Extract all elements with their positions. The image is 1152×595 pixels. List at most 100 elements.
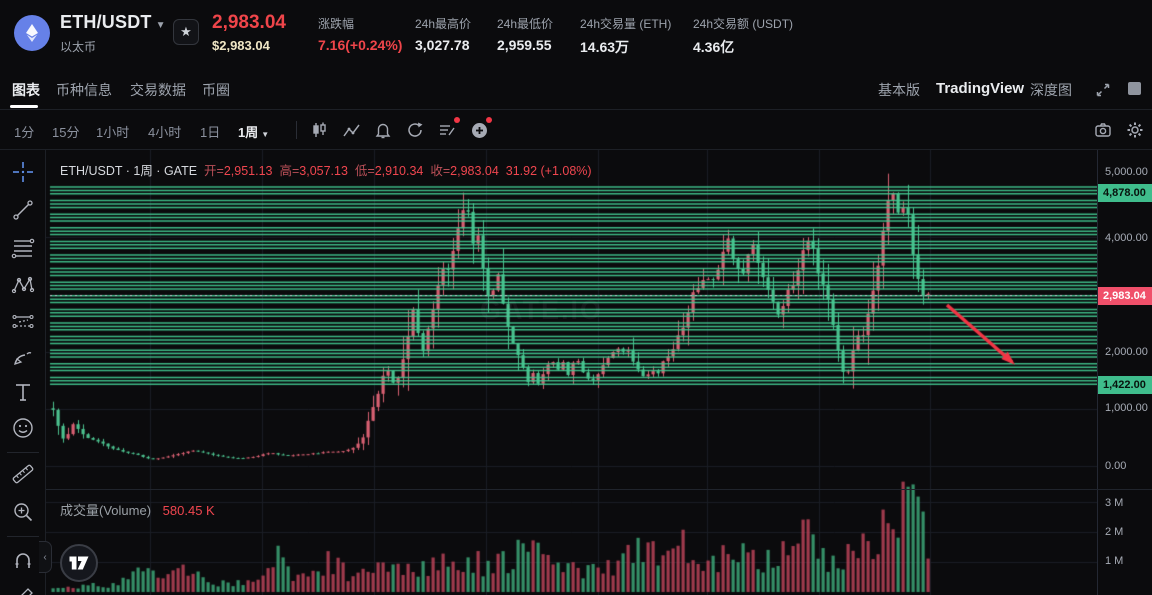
prediction-icon bbox=[12, 314, 34, 329]
volume-label: 成交量(Volume) bbox=[60, 503, 152, 518]
trendline-icon bbox=[13, 200, 33, 220]
prediction-tool[interactable] bbox=[11, 310, 35, 334]
refresh-icon bbox=[408, 122, 423, 137]
view-depth[interactable]: 深度图 bbox=[1030, 82, 1072, 98]
axis-tick-label: 2,000.00 bbox=[1105, 346, 1148, 358]
drawing-toolbar bbox=[0, 150, 46, 595]
pane-separator[interactable] bbox=[46, 489, 1152, 490]
legend-open: 2,951.13 bbox=[223, 164, 273, 178]
symbol-chinese-name: 以太币 bbox=[60, 40, 97, 54]
change-value: 7.16(+0.24%) bbox=[318, 37, 403, 53]
last-price-badge: 2,983.04 bbox=[1098, 287, 1152, 305]
tradingview-logo[interactable] bbox=[60, 544, 98, 582]
tf-1h[interactable]: 1小时 bbox=[96, 125, 130, 140]
tf-1m[interactable]: 1分 bbox=[14, 125, 35, 140]
stat-volume-value: 14.63万 bbox=[580, 39, 630, 55]
toolbar-separator bbox=[7, 536, 39, 537]
emoji-tool[interactable] bbox=[11, 416, 35, 440]
legend-change: 31.92 (+1.08%) bbox=[505, 164, 592, 178]
fib-retracement-tool[interactable] bbox=[11, 236, 35, 260]
page-tabs: 图表 币种信息 交易数据 币圈 基本版 TradingView 深度图 bbox=[0, 68, 1152, 110]
stat-turnover-value: 4.36亿 bbox=[693, 39, 735, 55]
snapshot-button[interactable] bbox=[1092, 119, 1114, 141]
indicators-icon bbox=[342, 124, 360, 136]
chevron-down-icon: ▼ bbox=[155, 20, 166, 31]
indicators-button[interactable] bbox=[340, 119, 362, 141]
tab-chart[interactable]: 图表 bbox=[12, 82, 40, 98]
notification-dot bbox=[486, 117, 492, 123]
price-chart-canvas[interactable] bbox=[46, 150, 1097, 595]
view-basic[interactable]: 基本版 bbox=[878, 82, 920, 98]
fullscreen-button[interactable] bbox=[1092, 79, 1114, 101]
ruler-icon bbox=[12, 464, 34, 484]
tab-trade-data[interactable]: 交易数据 bbox=[130, 82, 186, 98]
axis-tick-label: 4,000.00 bbox=[1105, 232, 1148, 244]
text-tool-icon bbox=[16, 384, 30, 401]
ohlc-legend: ETH/USDT · 1周 · GATE 开=2,951.13 高=3,057.… bbox=[60, 164, 592, 178]
gear-icon bbox=[1127, 122, 1143, 138]
view-tradingview[interactable]: TradingView bbox=[936, 80, 1025, 97]
market-header: ETH/USDT ▼ 以太币 ★ 2,983.04 $2,983.04 涨跌幅 7… bbox=[0, 0, 1152, 68]
stat-low-value: 2,959.55 bbox=[497, 37, 552, 53]
toolbar-separator bbox=[7, 452, 39, 453]
add-button[interactable] bbox=[468, 117, 492, 141]
favorite-star-button[interactable]: ★ bbox=[173, 19, 199, 45]
star-icon: ★ bbox=[180, 24, 192, 39]
toolbar-divider bbox=[296, 121, 297, 139]
tf-1d[interactable]: 1日 bbox=[200, 125, 221, 140]
bell-icon bbox=[375, 123, 391, 139]
brush-tool[interactable] bbox=[11, 346, 35, 370]
level-price-badge: 1,422.00 bbox=[1098, 376, 1152, 394]
stat-low-label: 24h最低价 bbox=[497, 17, 554, 31]
tab-coin-circle[interactable]: 币圈 bbox=[202, 82, 230, 98]
magnet-tool[interactable] bbox=[11, 548, 35, 572]
legend-title: ETH/USDT · 1周 · GATE bbox=[60, 164, 198, 178]
xabcd-pattern-tool[interactable] bbox=[11, 274, 35, 298]
text-tool[interactable] bbox=[11, 380, 35, 404]
tv-glyph-icon bbox=[69, 556, 89, 570]
stat-volume-label: 24h交易量 (ETH) bbox=[580, 17, 672, 31]
settings-button[interactable] bbox=[1124, 119, 1146, 141]
tf-4h[interactable]: 4小时 bbox=[148, 125, 182, 140]
axis-tick-label: 2 M bbox=[1105, 526, 1124, 538]
axis-tick-label: 3 M bbox=[1105, 497, 1124, 509]
smiley-icon bbox=[13, 418, 33, 438]
legend-high: 3,057.13 bbox=[299, 164, 348, 178]
tf-1w-active[interactable]: 1周 ▼ bbox=[238, 125, 270, 140]
edit-tool[interactable] bbox=[11, 586, 35, 595]
measure-tool[interactable] bbox=[11, 462, 35, 486]
trendline-tool[interactable] bbox=[11, 198, 35, 222]
tab-coin-info[interactable]: 币种信息 bbox=[56, 82, 112, 98]
last-price: 2,983.04 bbox=[212, 12, 286, 33]
chart-toolbar: 1分 15分 1小时 4小时 1日 1周 ▼ bbox=[0, 110, 1152, 150]
chevron-down-icon: ▼ bbox=[261, 130, 270, 139]
legend-close: 2,983.04 bbox=[450, 164, 499, 178]
fib-lines-icon bbox=[11, 238, 35, 259]
tf-15m[interactable]: 15分 bbox=[52, 125, 80, 140]
layout-square-icon[interactable] bbox=[1128, 82, 1141, 95]
notification-dot bbox=[454, 117, 460, 123]
pencil-icon bbox=[21, 588, 33, 595]
candles-icon bbox=[313, 122, 326, 137]
magnet-icon bbox=[15, 553, 31, 568]
change-label: 涨跌幅 bbox=[318, 17, 355, 31]
axis-tick-label: 1 M bbox=[1105, 555, 1124, 567]
axis-tick-label: 0.00 bbox=[1105, 460, 1127, 472]
candle-style-button[interactable] bbox=[308, 119, 330, 141]
xabcd-icon bbox=[11, 276, 35, 294]
toolbar-collapse-handle[interactable]: ‹ bbox=[39, 541, 52, 573]
magnifier-plus-icon bbox=[14, 503, 33, 522]
level-price-badge: 4,878.00 bbox=[1098, 184, 1152, 202]
symbol-selector[interactable]: ETH/USDT ▼ bbox=[60, 12, 166, 33]
alert-button[interactable] bbox=[372, 119, 394, 141]
active-tab-underline bbox=[10, 105, 38, 108]
refresh-button[interactable] bbox=[404, 119, 426, 141]
object-tree-button[interactable] bbox=[436, 117, 460, 141]
price-axis[interactable]: 5,000.00 4,000.00 2,000.00 1,000.00 0.00 3 M 2… bbox=[1097, 150, 1152, 595]
axis-tick-label: 1,000.00 bbox=[1105, 402, 1148, 414]
zoom-tool[interactable] bbox=[11, 500, 35, 524]
crosshair-tool[interactable] bbox=[11, 160, 35, 184]
eth-diamond-icon bbox=[26, 24, 38, 42]
chevron-left-icon: ‹ bbox=[43, 551, 47, 563]
